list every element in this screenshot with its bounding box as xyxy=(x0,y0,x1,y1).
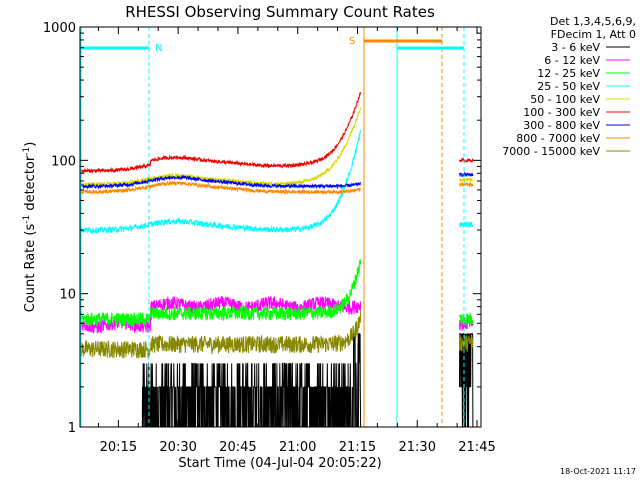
legend-header-line-2: FDecim 1, Att 0 xyxy=(551,28,636,41)
series-line-5-segment-1 xyxy=(79,92,362,174)
plot-area: NS xyxy=(79,27,474,428)
series-line-6-segment-2 xyxy=(459,171,474,178)
y-axis-label-mid: detector xyxy=(23,155,38,215)
series-line-5-segment-2 xyxy=(459,157,474,163)
series-line-7-segment-1 xyxy=(80,180,362,196)
x-tick-label-6: 21:45 xyxy=(458,440,495,455)
y-axis-label-sup1: -1 xyxy=(22,215,32,224)
x-tick-label-5: 21:30 xyxy=(399,440,436,455)
night-label: N xyxy=(155,43,162,54)
y-axis-label-end: ) xyxy=(23,142,38,147)
series-line-0-segment-2 xyxy=(459,333,474,428)
legend-label-4: 50 - 100 keV xyxy=(530,93,600,106)
series-line-4-segment-2 xyxy=(459,177,474,183)
series-line-8-segment-1 xyxy=(79,310,362,359)
legend-label-5: 100 - 300 keV xyxy=(523,106,600,119)
series-line-1-segment-1 xyxy=(79,295,362,334)
x-tick-label-3: 21:00 xyxy=(279,440,316,455)
legend-label-8: 7000 - 15000 keV xyxy=(502,145,600,158)
legend-label-3: 25 - 50 keV xyxy=(537,80,600,93)
y-axis-label-sup2: -1 xyxy=(22,147,32,156)
legend-label-6: 300 - 800 keV xyxy=(523,119,600,132)
x-tick-label-0: 20:15 xyxy=(100,440,137,455)
series-line-2-segment-1 xyxy=(79,259,362,327)
series-line-3-segment-2 xyxy=(459,220,474,228)
legend-header-line-1: Det 1,3,4,5,6,9, xyxy=(550,15,636,28)
legend-label-2: 12 - 25 keV xyxy=(537,67,600,80)
x-tick-label-2: 20:45 xyxy=(219,440,256,455)
series-line-2-segment-2 xyxy=(459,312,474,326)
legend-label-0: 3 - 6 keV xyxy=(551,41,600,54)
legend-label-7: 800 - 7000 keV xyxy=(516,132,600,145)
x-axis-label: Start Time (04-Jul-04 20:05:22) xyxy=(178,456,381,471)
y-tick-label-3: 1000 xyxy=(43,21,76,36)
series-line-4-segment-1 xyxy=(79,107,362,188)
x-tick-label-1: 20:30 xyxy=(159,440,196,455)
legend-label-1: 6 - 12 keV xyxy=(544,54,600,67)
timestamp: 18-Oct-2021 11:17 xyxy=(560,467,636,476)
series-line-8-segment-2 xyxy=(459,334,474,352)
x-tick-label-4: 21:15 xyxy=(339,440,376,455)
axes: 20:15 20:30 20:45 21:00 21:15 21:30 21:45 1 10 10… xyxy=(43,21,496,455)
series-line-7-segment-2 xyxy=(459,181,474,188)
plot-frame xyxy=(79,26,482,428)
y-tick-label-2: 100 xyxy=(51,154,76,169)
chart-title: RHESSI Observing Summary Count Rates xyxy=(125,3,435,21)
series-line-3-segment-1 xyxy=(79,129,362,235)
y-axis-label: Count Rate (s-1 detector-1) xyxy=(22,142,38,313)
series-line-6-segment-1 xyxy=(79,174,362,190)
y-tick-label-0: 1 xyxy=(68,421,76,436)
saa-label: S xyxy=(349,36,355,47)
y-axis-label-main: Count Rate (s xyxy=(23,224,38,313)
y-tick-label-1: 10 xyxy=(59,288,76,303)
